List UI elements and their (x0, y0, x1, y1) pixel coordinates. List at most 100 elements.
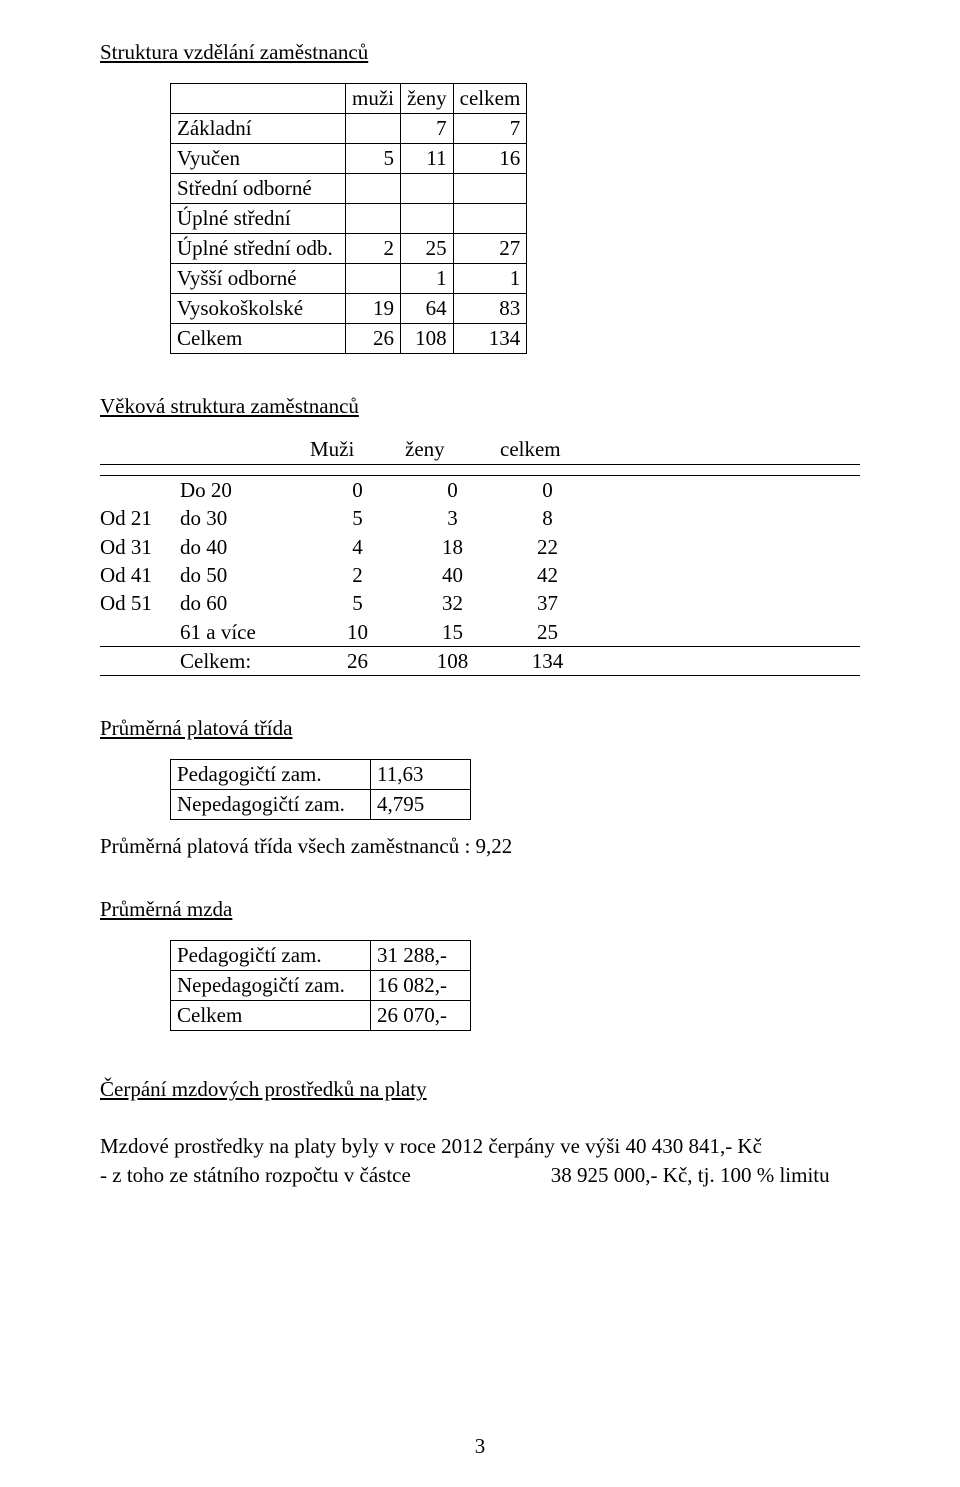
education-table: muži ženy celkem Základní 7 7 Vyučen 5 1… (170, 83, 527, 354)
cell: 134 (453, 324, 527, 354)
cell: 25 (401, 234, 454, 264)
row-label: Vyučen (171, 144, 346, 174)
cell: 37 (500, 589, 595, 617)
cell: 64 (401, 294, 454, 324)
cell: 7 (453, 114, 527, 144)
table-row: Vyučen 5 11 16 (171, 144, 527, 174)
table-row: Celkem: 26 108 134 (100, 647, 860, 675)
table-row: Od 31 do 40 4 18 22 (100, 533, 860, 561)
cell: Od 41 (100, 561, 180, 589)
cell: 19 (346, 294, 401, 324)
cell (453, 204, 527, 234)
cell (100, 618, 180, 646)
avg-class-table: Pedagogičtí zam. 11,63 Nepedagogičtí zam… (170, 759, 471, 820)
cell: 27 (453, 234, 527, 264)
cell: 108 (401, 324, 454, 354)
row-label: Celkem (171, 324, 346, 354)
cell: 16 082,- (371, 971, 471, 1001)
age-body: Do 20 0 0 0 Od 21 do 30 5 3 8 Od 31 do 4… (100, 476, 860, 647)
col-header: ženy (405, 437, 500, 462)
table-row: Pedagogičtí zam. 11,63 (171, 760, 471, 790)
cell: 3 (405, 504, 500, 532)
section2-title: Věková struktura zaměstnanců (100, 394, 860, 419)
section5-title: Čerpání mzdových prostředků na platy (100, 1077, 860, 1102)
col-header: celkem (500, 437, 595, 462)
section4-title: Průměrná mzda (100, 897, 860, 922)
cell: 40 (405, 561, 500, 589)
cell: 11,63 (371, 760, 471, 790)
cell: 31 288,- (371, 941, 471, 971)
cell: 26 070,- (371, 1001, 471, 1031)
cell: 10 (310, 618, 405, 646)
cell: Od 51 (100, 589, 180, 617)
table-row: Od 41 do 50 2 40 42 (100, 561, 860, 589)
cell: Nepedagogičtí zam. (171, 790, 371, 820)
cell: Celkem (171, 1001, 371, 1031)
cell (346, 264, 401, 294)
table-row: Do 20 0 0 0 (100, 476, 860, 504)
cell (453, 174, 527, 204)
table-row: Úplné střední (171, 204, 527, 234)
table-row: Střední odborné (171, 174, 527, 204)
cell: 7 (401, 114, 454, 144)
table-row: Vysokoškolské 19 64 83 (171, 294, 527, 324)
table-row: Základní 7 7 (171, 114, 527, 144)
cell: 11 (401, 144, 454, 174)
table-row: Celkem 26 108 134 (171, 324, 527, 354)
cell: Celkem: (180, 647, 310, 675)
section5-body: Mzdové prostředky na platy byly v roce 2… (100, 1132, 860, 1189)
age-table: Muži ženy celkem Do 20 0 0 0 Od 21 do 30… (100, 437, 860, 676)
section3-footer: Průměrná platová třída všech zaměstnanců… (100, 834, 860, 859)
cell: 0 (310, 476, 405, 504)
row-label: Úplné střední odb. (171, 234, 346, 264)
row-label: Vysokoškolské (171, 294, 346, 324)
header-blank (171, 84, 346, 114)
row-label: Základní (171, 114, 346, 144)
cell (401, 174, 454, 204)
body-text: 38 925 000,- Kč, tj. 100 % limitu (551, 1163, 830, 1187)
table-row: Nepedagogičtí zam. 4,795 (171, 790, 471, 820)
table-row: Pedagogičtí zam. 31 288,- (171, 941, 471, 971)
avg-wage-table: Pedagogičtí zam. 31 288,- Nepedagogičtí … (170, 940, 471, 1031)
cell: 0 (500, 476, 595, 504)
col-header: ženy (401, 84, 454, 114)
cell: 42 (500, 561, 595, 589)
cell: Od 31 (100, 533, 180, 561)
cell: 5 (310, 589, 405, 617)
row-label: Vyšší odborné (171, 264, 346, 294)
cell (100, 476, 180, 504)
age-total: Celkem: 26 108 134 (100, 647, 860, 676)
col-header: muži (346, 84, 401, 114)
section3-title: Průměrná platová třída (100, 716, 860, 741)
cell: 108 (405, 647, 500, 675)
table-row: Celkem 26 070,- (171, 1001, 471, 1031)
cell: 1 (401, 264, 454, 294)
row-label: Střední odborné (171, 174, 346, 204)
cell (346, 204, 401, 234)
cell (401, 204, 454, 234)
cell: Do 20 (180, 476, 310, 504)
cell: 26 (346, 324, 401, 354)
cell: 26 (310, 647, 405, 675)
body-text: - z toho ze státního rozpočtu v částce (100, 1163, 411, 1187)
cell (346, 174, 401, 204)
cell: Od 21 (100, 504, 180, 532)
page-number: 3 (0, 1434, 960, 1459)
cell: 4 (310, 533, 405, 561)
table-row: 61 a více 10 15 25 (100, 618, 860, 646)
table-row: Nepedagogičtí zam. 16 082,- (171, 971, 471, 1001)
section1-title: Struktura vzdělání zaměstnanců (100, 40, 860, 65)
table-row: Vyšší odborné 1 1 (171, 264, 527, 294)
cell: 2 (310, 561, 405, 589)
cell: 22 (500, 533, 595, 561)
cell: 16 (453, 144, 527, 174)
cell: 5 (310, 504, 405, 532)
cell: 5 (346, 144, 401, 174)
cell: 83 (453, 294, 527, 324)
cell: 134 (500, 647, 595, 675)
cell: do 30 (180, 504, 310, 532)
body-line: Mzdové prostředky na platy byly v roce 2… (100, 1132, 860, 1160)
body-line: - z toho ze státního rozpočtu v částce 38… (100, 1161, 860, 1189)
cell (346, 114, 401, 144)
cell: 0 (405, 476, 500, 504)
